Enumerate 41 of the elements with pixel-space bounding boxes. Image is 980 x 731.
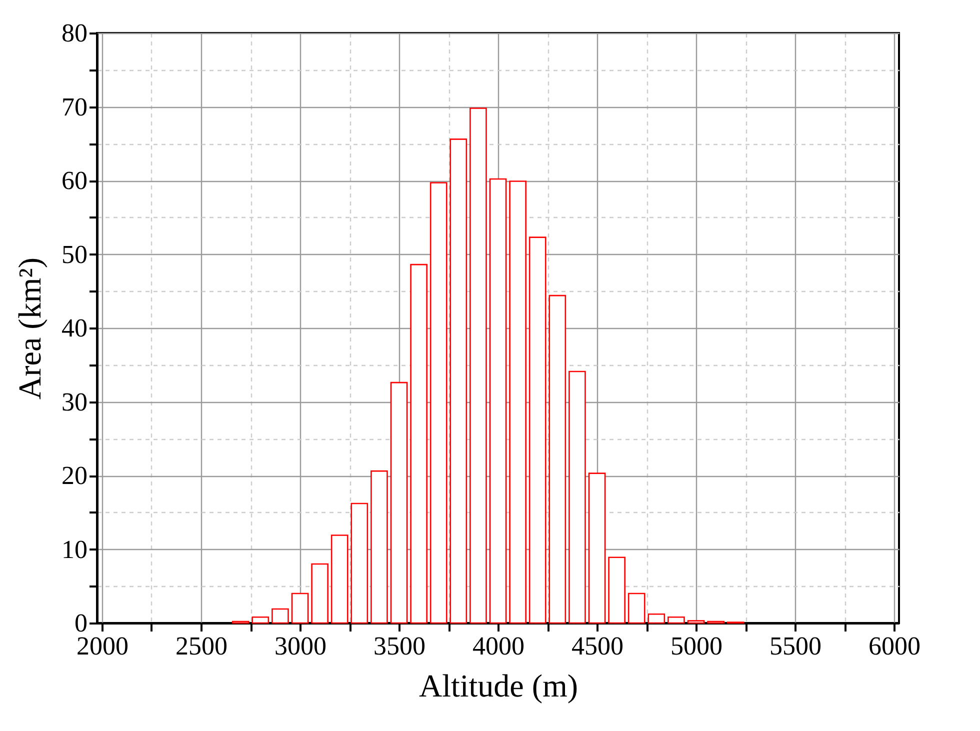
bar: [311, 563, 328, 624]
y-axis-title: Area (km²): [12, 258, 48, 400]
bar: [509, 180, 526, 624]
y-tick-label: 50: [62, 240, 88, 269]
bar: [588, 472, 606, 624]
bar: [548, 294, 566, 624]
bar: [410, 264, 428, 624]
x-tick-label: 6000: [868, 632, 920, 660]
y-tick-label: 30: [62, 387, 88, 416]
bar: [390, 382, 408, 624]
x-tick-label: 5500: [770, 632, 822, 660]
x-tick-label: 4000: [472, 632, 524, 660]
bar: [291, 592, 309, 624]
bar: [350, 502, 368, 624]
y-tick-label: 20: [62, 461, 88, 490]
bar: [628, 592, 646, 624]
x-tick-label: 4500: [572, 632, 624, 660]
bar: [608, 556, 626, 624]
y-tick-label: 70: [62, 92, 88, 122]
bar: [648, 614, 666, 624]
x-tick-label: 3000: [274, 632, 326, 660]
y-tick-label: 40: [62, 314, 88, 342]
bar: [370, 470, 388, 624]
x-tick-label: 2500: [176, 632, 228, 660]
bar: [568, 370, 586, 624]
y-tick-label: 80: [62, 18, 88, 48]
bar: [528, 236, 546, 624]
bar: [450, 138, 468, 624]
y-tick-label: 10: [62, 534, 88, 564]
bar: [252, 616, 270, 624]
bar: [272, 608, 289, 624]
x-tick-label: 5000: [670, 632, 722, 660]
x-axis-title: Altitude (m): [418, 668, 578, 704]
y-tick-label: 60: [62, 166, 88, 195]
bar: [470, 108, 487, 624]
bar: [489, 178, 507, 624]
bar: [687, 620, 705, 624]
bar: [330, 534, 348, 624]
bar: [430, 182, 448, 624]
x-tick-label: 3500: [374, 632, 426, 660]
bar: [668, 616, 685, 624]
